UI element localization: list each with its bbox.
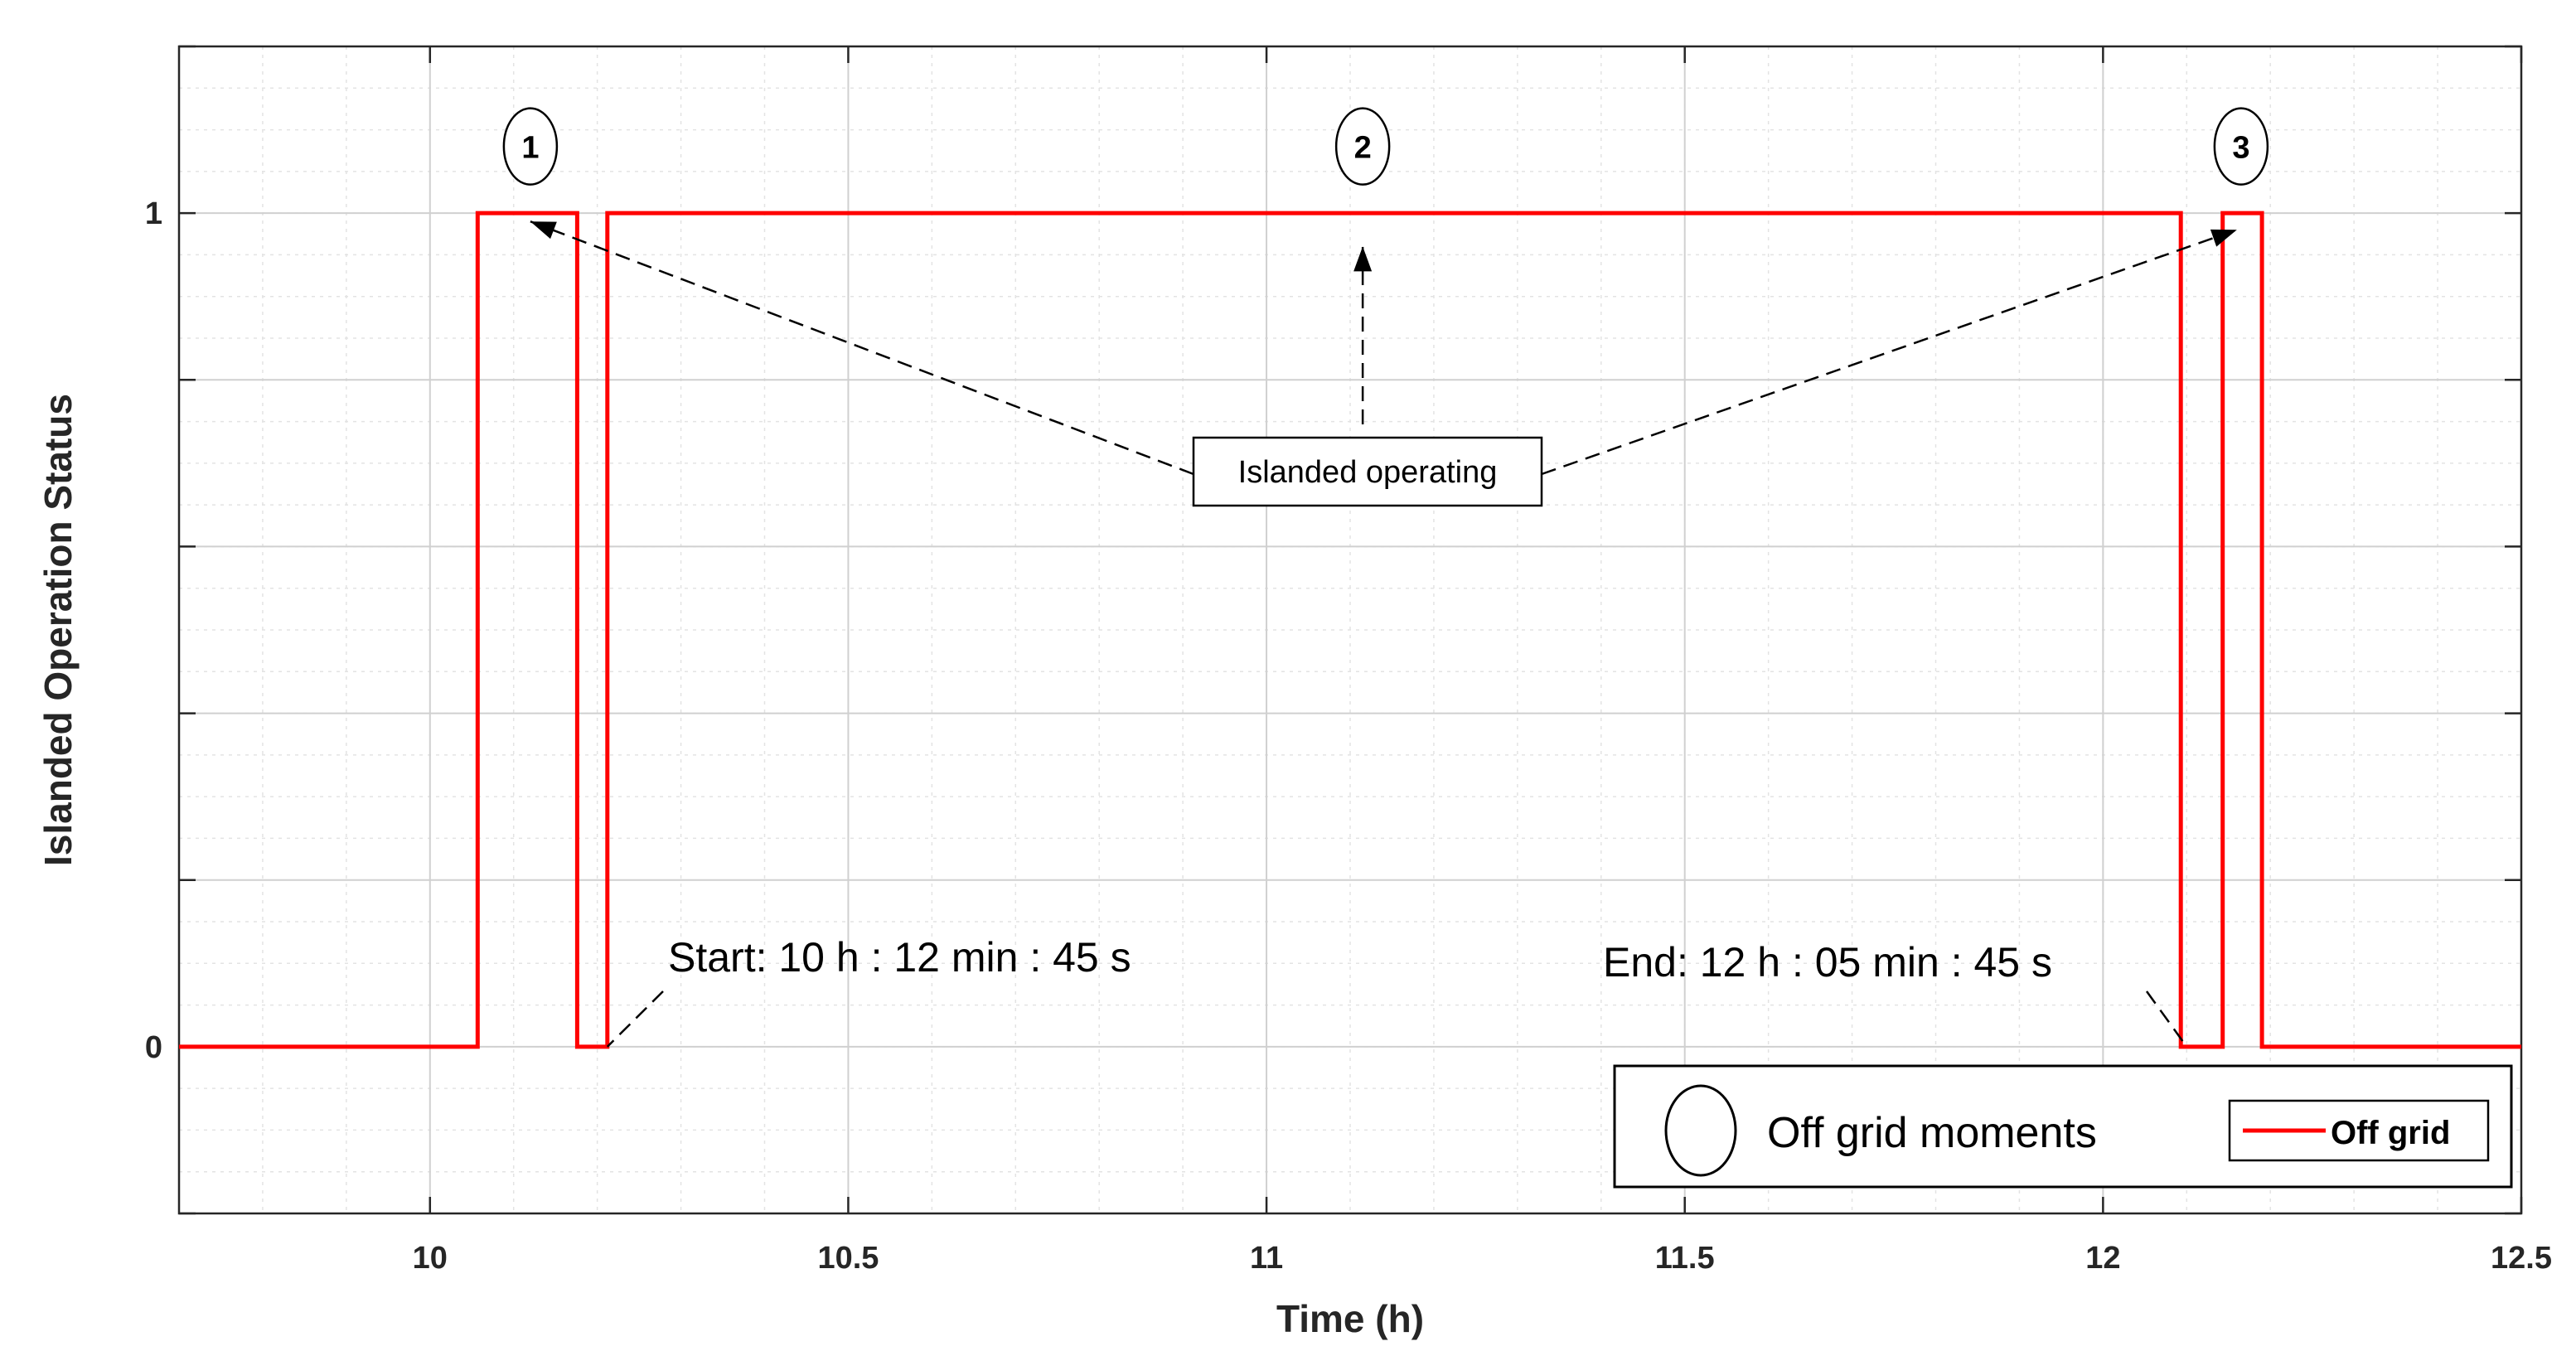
end-annotation: End: 12 h : 05 min : 45 s: [1603, 939, 2052, 986]
x-axis-title: Time (h): [1276, 1297, 1424, 1340]
annotation-arrows: [530, 220, 2238, 1048]
x-tick-label: 10.5: [817, 1241, 879, 1276]
x-tick-label: 10: [413, 1241, 448, 1276]
marker-number-3: 3: [2232, 131, 2249, 166]
arrowheads: [530, 221, 2237, 272]
arrowhead-1: [530, 221, 557, 240]
start-leader-line: [606, 990, 664, 1048]
arrow-to-marker-3: [1541, 229, 2238, 476]
x-tick-label: 12: [2085, 1241, 2120, 1276]
marker-ellipse-3: [2213, 107, 2269, 186]
x-tick-label: 11.5: [1655, 1241, 1715, 1276]
marker-number-2: 2: [1354, 131, 1372, 166]
islanded-operating-box: [1192, 436, 1543, 507]
marker-ellipse-2: [1334, 107, 1391, 186]
series-line-off-grid: [179, 211, 2521, 1049]
start-annotation: Start: 10 h : 12 min : 45 s: [668, 934, 1131, 981]
y-tick-label: 1: [145, 196, 162, 231]
x-tick-label: 12.5: [2491, 1241, 2552, 1276]
legend-marker-symbol: [1664, 1084, 1737, 1177]
arrow-to-marker-1: [530, 220, 1194, 476]
tick-labels: 10 10.5 11 11.5 12 12.5 0 1: [145, 196, 2552, 1276]
off-grid-moment-markers: 1 2 3: [502, 107, 2269, 186]
arrowhead-2: [1353, 246, 1373, 272]
marker-ellipse-1: [502, 107, 559, 186]
legend-label-off-grid-moments: Off grid moments: [1767, 1109, 2097, 1157]
plot-frame: [177, 45, 2523, 1215]
islanded-operating-label: Islanded operating: [1238, 455, 1498, 490]
marker-number-1: 1: [521, 131, 539, 166]
legend-label-off-grid: Off grid: [2331, 1115, 2450, 1151]
arrowhead-3: [2210, 229, 2237, 247]
y-tick-label: 0: [145, 1030, 162, 1065]
legend: Off grid moments Off grid: [1613, 1064, 2513, 1189]
x-tick-label: 11: [1250, 1241, 1283, 1276]
end-leader-line: [2145, 990, 2188, 1048]
y-axis-title: Islanded Operation Status: [36, 394, 80, 866]
